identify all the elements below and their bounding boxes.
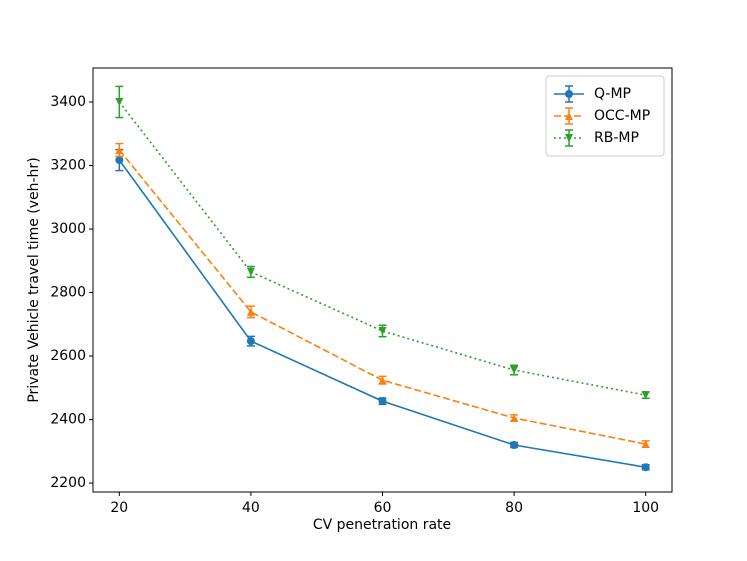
x-axis-label: CV penetration rate (313, 517, 451, 533)
legend-label: RB-MP (594, 130, 639, 146)
y-tick-label: 2800 (50, 285, 86, 301)
point (510, 440, 519, 449)
x-tick-label: 40 (242, 500, 260, 516)
legend-label: Q-MP (594, 86, 631, 102)
legend-marker (565, 134, 573, 142)
legend: Q-MP OCC-MP RB-MP (545, 75, 665, 157)
point (641, 440, 650, 449)
point (378, 397, 387, 406)
point (641, 463, 650, 472)
point (246, 337, 255, 346)
point (510, 413, 519, 422)
point (246, 307, 255, 316)
point (115, 156, 124, 165)
series-line (118, 101, 646, 396)
point (378, 376, 387, 385)
y-tick-label: 2200 (50, 475, 86, 491)
x-tick-label: 100 (632, 500, 659, 516)
point (510, 366, 519, 375)
point (378, 326, 387, 335)
point (246, 267, 255, 276)
y-tick-label: 2600 (50, 348, 86, 364)
y-tick-label: 3000 (50, 221, 86, 237)
y-tick-label: 3200 (50, 158, 86, 174)
point (641, 391, 650, 400)
x-tick-label: 80 (505, 500, 523, 516)
series-line (118, 159, 646, 469)
legend-label: OCC-MP (594, 108, 650, 124)
x-tick-label: 60 (374, 500, 392, 516)
legend-marker (565, 112, 573, 120)
legend-marker (565, 90, 573, 98)
plot-frame (92, 67, 673, 493)
y-tick-label: 2400 (50, 412, 86, 428)
point (115, 97, 124, 106)
point (115, 145, 124, 154)
y-tick-label: 3400 (50, 94, 86, 110)
x-tick-label: 20 (110, 500, 128, 516)
legend-box (545, 75, 665, 157)
y-axis-label: Private Vehicle travel time (veh-hr) (26, 157, 42, 402)
